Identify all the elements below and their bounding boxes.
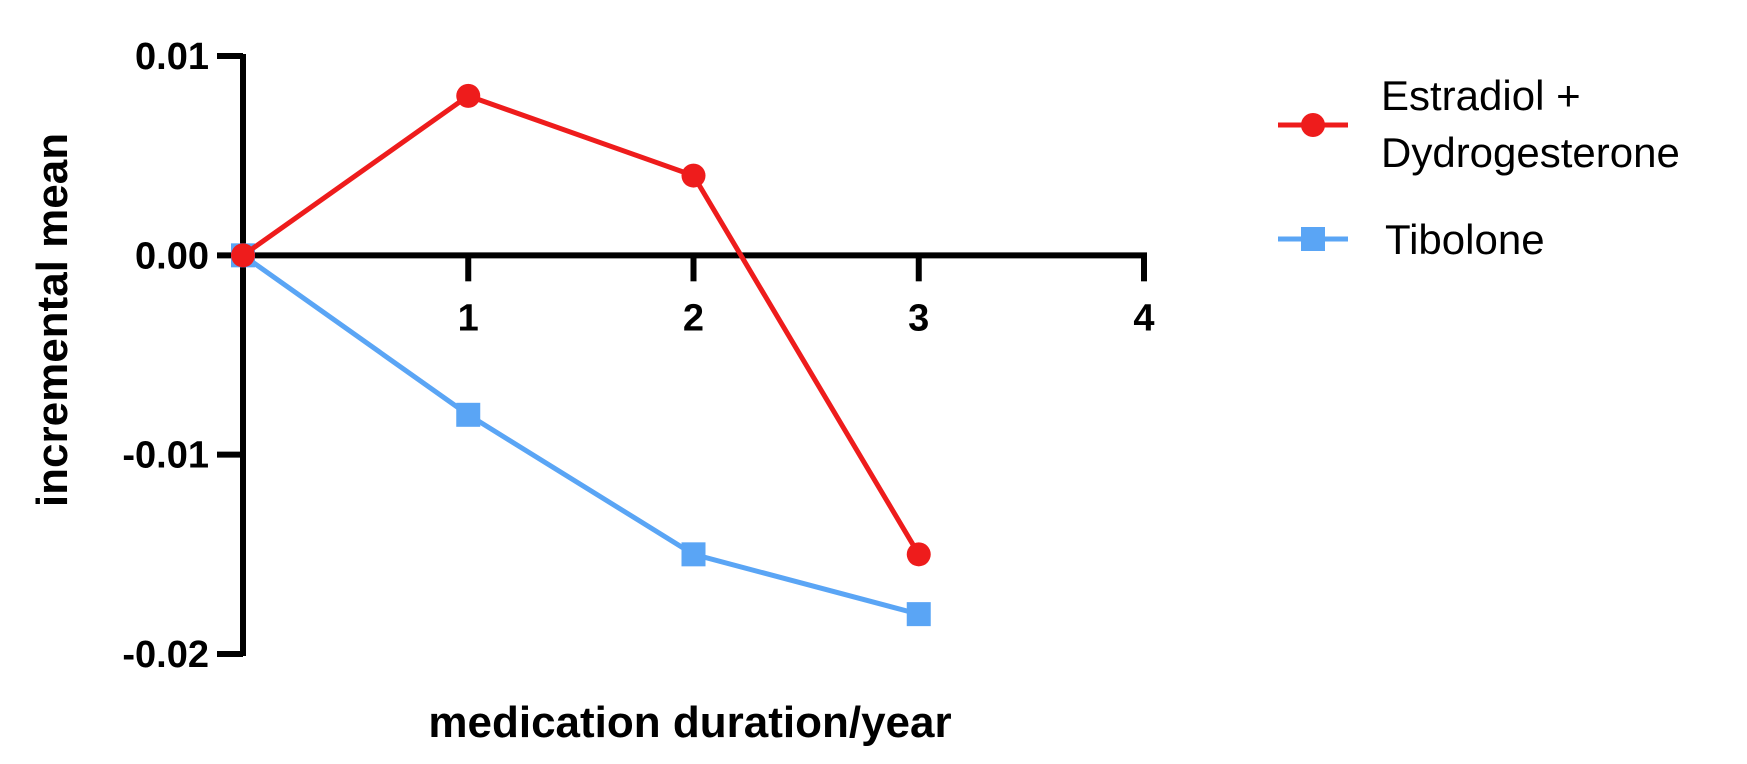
legend-item-2: Tibolone	[1278, 216, 1545, 263]
y-tick-label: -0.01	[122, 435, 209, 477]
data-point	[231, 243, 255, 268]
y-tick-label: 0.00	[135, 235, 209, 277]
x-tick-label: 2	[683, 297, 704, 339]
x-axis-title: medication duration/year	[428, 698, 951, 747]
data-point	[681, 163, 706, 188]
legend-marker	[1301, 113, 1325, 137]
series-line	[241, 253, 920, 617]
x-tick-label: 4	[1133, 297, 1154, 339]
x-tick-label: 1	[458, 297, 479, 339]
legend-label: Estradiol +	[1381, 72, 1581, 119]
x-tick-label: 3	[908, 297, 929, 339]
data-point	[906, 602, 931, 627]
legend-marker	[1301, 227, 1325, 251]
series-line	[241, 93, 921, 556]
axes	[217, 53, 1147, 657]
legend-label: Dydrogesterone	[1381, 129, 1680, 176]
legend-label: Tibolone	[1385, 216, 1545, 263]
series-layer	[231, 83, 931, 627]
data-point	[906, 542, 931, 567]
series-2	[231, 243, 931, 627]
tick-labels: 0.01 0.00 -0.01 -0.02 1 2 3 4	[122, 36, 1154, 676]
data-point	[456, 83, 481, 108]
y-axis-title: incremental mean	[28, 133, 77, 507]
y-tick-label: -0.02	[122, 634, 209, 676]
data-point	[456, 402, 481, 427]
legend-item-1: Estradiol + Dydrogesterone	[1278, 72, 1680, 176]
series-1	[231, 83, 931, 567]
y-tick-label: 0.01	[135, 36, 209, 78]
data-point	[681, 542, 706, 567]
legend: Estradiol + Dydrogesterone Tibolone	[1278, 72, 1680, 263]
